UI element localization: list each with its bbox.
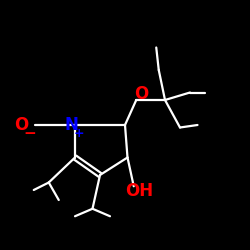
Text: O: O bbox=[14, 116, 28, 134]
Text: O: O bbox=[134, 85, 148, 103]
Text: −: − bbox=[24, 126, 36, 141]
Text: +: + bbox=[74, 127, 84, 140]
Text: OH: OH bbox=[125, 182, 153, 200]
Text: N: N bbox=[64, 116, 78, 134]
